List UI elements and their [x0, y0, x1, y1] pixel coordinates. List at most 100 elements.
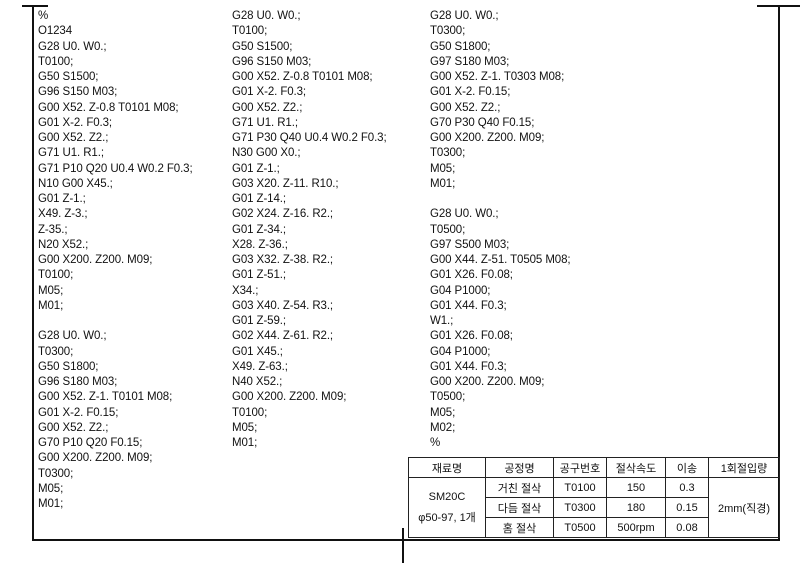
code-line: G00 X200. Z200. M09; [38, 254, 153, 266]
code-line: G00 X200. Z200. M09; [430, 376, 545, 388]
material-size: φ50-97, 1개 [418, 511, 476, 524]
code-line: G28 U0. W0.; [38, 330, 107, 343]
code-line: M05; [232, 421, 258, 434]
header-cell: 재료명 [408, 457, 486, 478]
tool-cell: T0100 [553, 477, 607, 498]
code-line: G00 X52. Z-0.8 T0101 M08; [38, 101, 179, 114]
code-line: T0300; [38, 345, 74, 358]
program-column-2: G28 U0. W0.; T0100; G50 S1500; G96 S150 M03… [232, 9, 387, 451]
code-line: G00 X52. Z2.; [38, 421, 109, 434]
code-line: G70 P30 Q40 F0.15; [430, 116, 535, 129]
feed-cell: 0.3 [665, 477, 709, 498]
code-line: G71 U1. R1.; [38, 147, 104, 160]
code-line: G03 X32. Z-38. R2.; [232, 254, 334, 266]
code-line: G01 X26. F0.08; [430, 330, 513, 343]
code-line: M01; [38, 498, 64, 510]
code-line: G01 X-2. F0.15; [38, 406, 119, 419]
code-line: G00 X52. Z-0.8 T0101 M08; [232, 71, 373, 83]
code-line: M05; [430, 406, 456, 419]
code-line: % [430, 437, 441, 449]
code-line: G01 Z-1.; [232, 162, 280, 175]
code-line: X28. Z-36.; [232, 238, 288, 251]
code-line: M01; [38, 299, 64, 312]
table-row: 다듬 절삭 T0300 180 0.15 [409, 497, 780, 518]
code-line: G01 X-2. F0.3; [232, 86, 307, 99]
code-line: G00 X200. Z200. M09; [232, 391, 347, 404]
code-line: T0100; [38, 55, 74, 68]
table-row: 홈 절삭 T0500 500rpm 0.08 [409, 517, 780, 538]
code-line: W1.; [430, 315, 454, 327]
code-line: G71 U1. R1.; [232, 116, 298, 129]
code-line: G00 X200. Z200. M09; [430, 132, 545, 144]
code-line: G28 U0. W0.; [38, 40, 107, 53]
code-line: G50 S1800; [430, 40, 491, 53]
code-line: G02 X44. Z-61. R2.; [232, 330, 334, 343]
code-line: G01 X-2. F0.15; [430, 86, 511, 99]
code-line: G04 P1000; [430, 284, 491, 297]
code-line: M05; [38, 284, 64, 297]
process-cell: 홈 절삭 [485, 517, 554, 538]
code-line: O1234 [38, 25, 73, 38]
code-line: M01; [232, 437, 258, 449]
program-column-3: G28 U0. W0.; T0300; G50 S1800; G97 S180 M03… [430, 9, 571, 451]
code-line: N40 X52.; [232, 376, 283, 388]
code-line: G96 S150 M03; [38, 86, 118, 99]
code-line: G97 S180 M03; [430, 55, 510, 68]
code-line: G01 Z-59.; [232, 315, 286, 327]
code-line: G00 X52. Z-1. T0101 M08; [38, 391, 173, 404]
cutting-conditions-table: 재료명 공정명 공구번호 절삭속도 이송 1회절입량 SM20C φ50-97, … [408, 457, 780, 538]
code-line: G50 S1500; [232, 40, 293, 53]
code-line: G04 P1000; [430, 345, 491, 358]
header-cell: 공정명 [485, 457, 554, 478]
code-line: G01 Z-51.; [232, 269, 286, 282]
depth-of-cut-cell: 2mm(직경) [708, 477, 780, 538]
code-line: T0500; [430, 223, 466, 236]
frame-bottom-line [32, 539, 780, 541]
speed-cell: 180 [606, 497, 666, 518]
code-line: G00 X200. Z200. M09; [38, 452, 153, 465]
code-line: M05; [38, 482, 64, 495]
table-header-row: 재료명 공정명 공구번호 절삭속도 이송 1회절입량 [408, 457, 780, 478]
header-cell: 이송 [665, 457, 709, 478]
header-cell: 공구번호 [553, 457, 607, 478]
speed-cell: 150 [606, 477, 666, 498]
code-line: G01 X44. F0.3; [430, 299, 507, 312]
process-cell: 다듬 절삭 [485, 497, 554, 518]
code-line: G97 S500 M03; [430, 238, 510, 251]
code-line: G00 X52. Z2.; [232, 101, 303, 114]
speed-cell: 500rpm [606, 517, 666, 538]
code-line: X34.; [232, 284, 259, 297]
code-line: T0500; [430, 391, 466, 404]
code-line: G71 P10 Q20 U0.4 W0.2 F0.3; [38, 162, 193, 175]
code-line: G01 Z-1.; [38, 193, 86, 205]
feed-cell: 0.08 [665, 517, 709, 538]
code-line: N20 X52.; [38, 238, 89, 251]
tool-cell: T0500 [553, 517, 607, 538]
code-line: T0300; [430, 25, 466, 38]
code-line: G03 X40. Z-54. R3.; [232, 299, 334, 312]
code-line: N10 G00 X45.; [38, 177, 113, 190]
header-cell: 절삭속도 [606, 457, 666, 478]
code-line: M05; [430, 162, 456, 175]
code-line: T0100; [232, 25, 268, 38]
code-line: % [38, 10, 49, 22]
feed-cell: 0.15 [665, 497, 709, 518]
code-line: G28 U0. W0.; [430, 208, 499, 221]
process-cell: 거친 절삭 [485, 477, 554, 498]
material-cell: SM20C φ50-97, 1개 [408, 477, 486, 538]
code-line: G02 X24. Z-16. R2.; [232, 208, 334, 221]
code-line: T0100; [232, 406, 268, 419]
code-line: G01 Z-14.; [232, 193, 286, 205]
code-line: G00 X52. Z-1. T0303 M08; [430, 71, 565, 83]
code-line: T0300; [430, 147, 466, 160]
code-line: G50 S1800; [38, 360, 99, 373]
code-line [38, 314, 193, 329]
frame-left-line [32, 5, 34, 541]
code-line: X49. Z-63.; [232, 360, 288, 373]
code-line: Z-35.; [38, 223, 68, 236]
code-line: X49. Z-3.; [38, 208, 88, 221]
code-line: G01 X44. F0.3; [430, 360, 507, 373]
table-row: SM20C φ50-97, 1개 거친 절삭 T0100 150 0.3 2mm(… [408, 477, 780, 538]
code-line: T0300; [38, 467, 74, 480]
